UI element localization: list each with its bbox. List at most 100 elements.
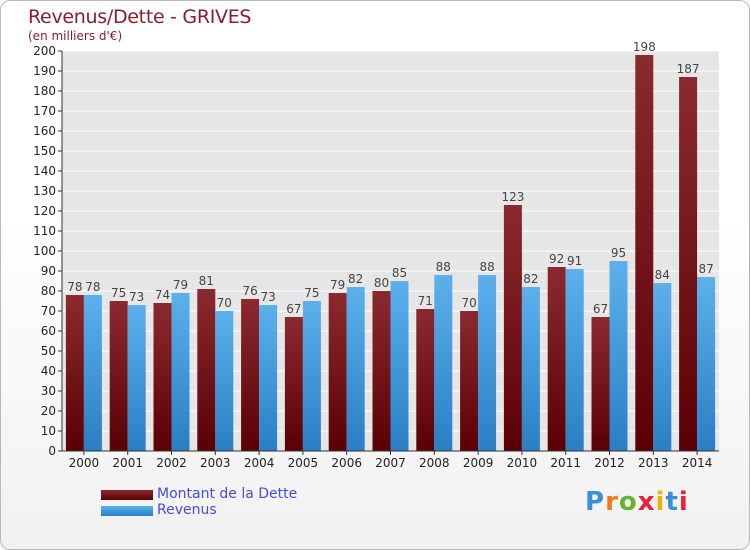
x-tick-label-2004: 2004 [244,456,275,470]
value-label-dette-2010: 123 [501,190,524,204]
bar-dette-2008 [416,309,435,451]
bar-revenus-2011 [565,269,584,451]
y-tick-label: 200 [33,44,56,58]
y-tick-label: 90 [41,264,56,278]
value-label-revenus-2007: 85 [392,266,407,280]
y-tick-label: 120 [33,204,56,218]
bar-revenus-2009 [478,275,497,451]
bar-revenus-2008 [434,275,453,451]
chart-title: Revenus/Dette - GRIVES [28,6,252,28]
x-tick-label-2002: 2002 [156,456,187,470]
y-tick-label: 60 [41,324,56,338]
y-tick-label: 80 [41,284,56,298]
y-tick-label: 140 [33,164,56,178]
value-label-revenus-2010: 82 [523,272,538,286]
y-tick-label: 20 [41,404,56,418]
y-tick-label: 50 [41,344,56,358]
logo-letter: r [605,487,619,517]
y-tick-label: 190 [33,64,56,78]
y-tick-label: 0 [48,444,56,458]
bar-revenus-2012 [609,261,628,451]
bar-revenus-2004 [259,305,278,451]
value-label-revenus-2012: 95 [611,246,626,260]
x-tick-label-2009: 2009 [463,456,494,470]
bar-dette-2009 [460,311,479,451]
y-tick-label: 100 [33,244,56,258]
bar-dette-2002 [153,303,172,451]
value-label-dette-2007: 80 [374,276,389,290]
value-label-revenus-2000: 78 [85,280,100,294]
x-tick-label-2011: 2011 [550,456,581,470]
logo-letter: t [665,487,679,517]
y-tick-label: 160 [33,124,56,138]
proxiti-logo: Proxiti [585,487,689,517]
bar-dette-2000 [65,295,84,451]
value-label-revenus-2013: 84 [655,268,670,282]
value-label-dette-2009: 70 [461,296,476,310]
y-tick-label: 10 [41,424,56,438]
value-label-revenus-2008: 88 [436,260,451,274]
value-label-revenus-2004: 73 [260,290,275,304]
bar-dette-2006 [328,293,347,451]
y-tick-label: 70 [41,304,56,318]
bar-revenus-2007 [390,281,409,451]
value-label-dette-2004: 76 [242,284,257,298]
value-label-dette-2011: 92 [549,252,564,266]
x-tick-label-2013: 2013 [638,456,669,470]
value-label-revenus-2003: 70 [217,296,232,310]
bar-dette-2005 [284,317,303,451]
value-label-revenus-2001: 73 [129,290,144,304]
y-tick-label: 30 [41,384,56,398]
bar-revenus-2003 [215,311,234,451]
x-axis: 2000 2001 2002 2003 2004 2005 2006 2007 2008 2009… [62,450,719,470]
x-tick-label-2008: 2008 [419,456,450,470]
bar-dette-2001 [109,301,128,451]
value-label-revenus-2002: 79 [173,278,188,292]
bar-revenus-2001 [127,305,146,451]
value-label-dette-2002: 74 [155,288,170,302]
bar-dette-2004 [241,299,260,451]
x-tick-label-2006: 2006 [331,456,362,470]
value-label-dette-2005: 67 [286,302,301,316]
chart-subtitle: (en milliers d'€) [28,29,123,43]
bar-revenus-2002 [171,293,190,451]
bar-dette-2014 [679,77,698,451]
x-tick-label-2001: 2001 [112,456,143,470]
x-tick-label-2000: 2000 [69,456,100,470]
value-label-dette-2003: 81 [199,274,214,288]
logo-letter: x [637,487,656,517]
x-tick-label-2014: 2014 [682,456,713,470]
logo-letter: P [585,487,606,517]
logo-letter: o [618,487,638,517]
legend-swatch-dette [101,490,153,500]
legend-label-dette: Montant de la Dette [157,486,298,502]
y-tick-label: 40 [41,364,56,378]
bar-dette-2013 [635,55,654,451]
value-label-revenus-2014: 87 [698,262,713,276]
bar-dette-2010 [503,205,522,451]
logo-letter: i [678,487,689,517]
legend-label-revenus: Revenus [157,502,217,518]
value-label-dette-2001: 75 [111,286,126,300]
x-tick-label-2003: 2003 [200,456,231,470]
y-tick-label: 150 [33,144,56,158]
y-axis: 0 10 20 30 40 50 60 70 80 90 100 110 120 130 140 150 160… [33,44,63,458]
x-tick-label-2007: 2007 [375,456,406,470]
legend-swatch-revenus [101,506,153,516]
y-tick-label: 110 [33,224,56,238]
value-label-dette-2013: 198 [633,40,656,54]
bar-revenus-2006 [346,287,365,451]
bar-revenus-2005 [302,301,321,451]
value-label-revenus-2006: 82 [348,272,363,286]
y-tick-label: 170 [33,104,56,118]
bars [65,55,716,451]
x-tick-label-2010: 2010 [507,456,538,470]
bar-dette-2012 [591,317,610,451]
bar-revenus-2010 [521,287,540,451]
value-label-dette-2014: 187 [677,62,700,76]
bar-dette-2003 [197,289,216,451]
value-label-dette-2008: 71 [418,294,433,308]
